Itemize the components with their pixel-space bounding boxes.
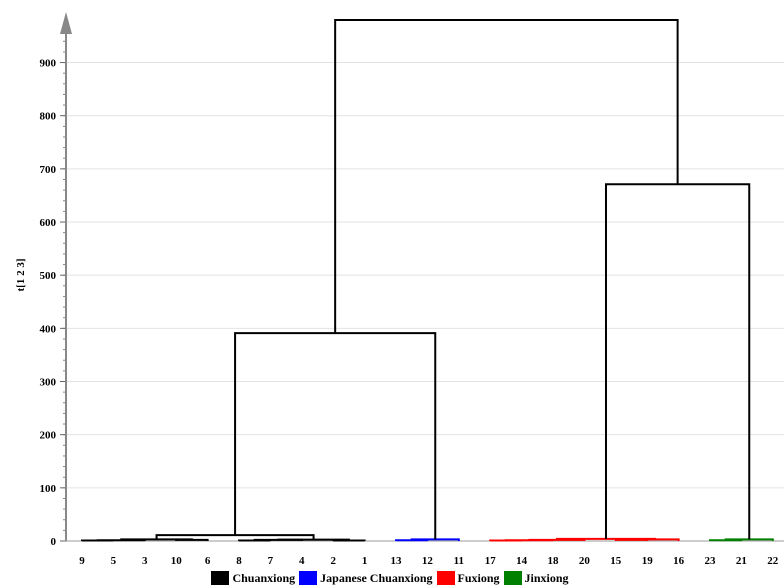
x-tick-label-1: 1 (362, 555, 368, 567)
x-tick-label-5: 5 (111, 555, 117, 567)
link-n21 (604, 183, 751, 540)
legend-swatch (211, 571, 230, 585)
legend-item-0: Chuanxiong (211, 571, 295, 586)
x-tick-label-3: 3 (142, 555, 148, 567)
legend-item-3: Jinxiong (503, 570, 569, 586)
y-axis: 0 100 200 300 400 500 600 700 800 900 (40, 12, 784, 548)
y-tick-label-200: 200 (40, 430, 57, 442)
y-tick-label-800: 800 (40, 111, 57, 123)
x-tick-label-16: 16 (673, 555, 685, 567)
legend-swatch (299, 571, 318, 585)
x-tick-label-12: 12 (422, 555, 434, 567)
link-n4 (120, 538, 193, 541)
x-tick-label-9: 9 (79, 555, 85, 567)
y-tick-label-900: 900 (40, 58, 57, 70)
x-tick-label-21: 21 (736, 555, 747, 567)
y-axis-arrow (60, 12, 72, 34)
x-tick-label-19: 19 (642, 555, 654, 567)
legend-swatch (436, 571, 455, 585)
dendrogram-links (81, 19, 774, 542)
x-tick-label-20: 20 (579, 555, 591, 567)
x-tick-label-2: 2 (330, 555, 336, 567)
legend: Chuanxiong Japanese Chuanxiong Fuxiong Jinx… (0, 569, 784, 587)
x-tick-label-8: 8 (236, 555, 242, 567)
legend-item-2: Fuxiong (436, 570, 500, 586)
legend-label: Jinxiong (524, 570, 569, 585)
x-tick-label-14: 14 (516, 555, 528, 567)
y-axis-title: t[1 2 3] (15, 259, 27, 292)
x-tick-label-11: 11 (454, 555, 464, 567)
grid-lines (66, 62, 784, 489)
x-tick-label-4: 4 (299, 555, 305, 567)
y-tick-label-500: 500 (40, 270, 57, 282)
legend-swatch (503, 571, 522, 585)
link-n18 (555, 537, 657, 540)
x-tick-label-23: 23 (705, 555, 717, 567)
legend-label: Japanese Chuanxiong (320, 570, 433, 585)
link-n15 (528, 538, 586, 541)
x-tick-label-13: 13 (391, 555, 403, 567)
y-tick-label-300: 300 (40, 377, 57, 389)
x-tick-label-18: 18 (548, 555, 560, 567)
x-tick-label-17: 17 (485, 555, 497, 567)
legend-item-1: Japanese Chuanxiong (299, 570, 433, 586)
x-tick-label-6: 6 (205, 555, 211, 567)
y-tick-label-600: 600 (40, 217, 57, 229)
legend-label: Fuxiong (457, 570, 500, 585)
y-tick-label-100: 100 (40, 483, 57, 495)
x-tick-label-22: 22 (767, 555, 779, 567)
legend-label: Chuanxiong (232, 570, 296, 585)
x-tick-label-15: 15 (610, 555, 622, 567)
x-tick-label-7: 7 (268, 555, 274, 567)
x-tick-label-10: 10 (171, 555, 183, 567)
x-tick-labels: 9 5 3 10 6 8 7 4 2 1 13 12 11 17 14 18 20 15 19 16 23 21 22 (79, 555, 779, 567)
link-n8 (277, 538, 350, 541)
y-tick-label-400: 400 (40, 323, 57, 335)
link-n12 (234, 332, 437, 540)
y-tick-label-700: 700 (40, 164, 57, 176)
link-n22 (334, 19, 679, 334)
y-tick-label-0: 0 (51, 536, 57, 548)
